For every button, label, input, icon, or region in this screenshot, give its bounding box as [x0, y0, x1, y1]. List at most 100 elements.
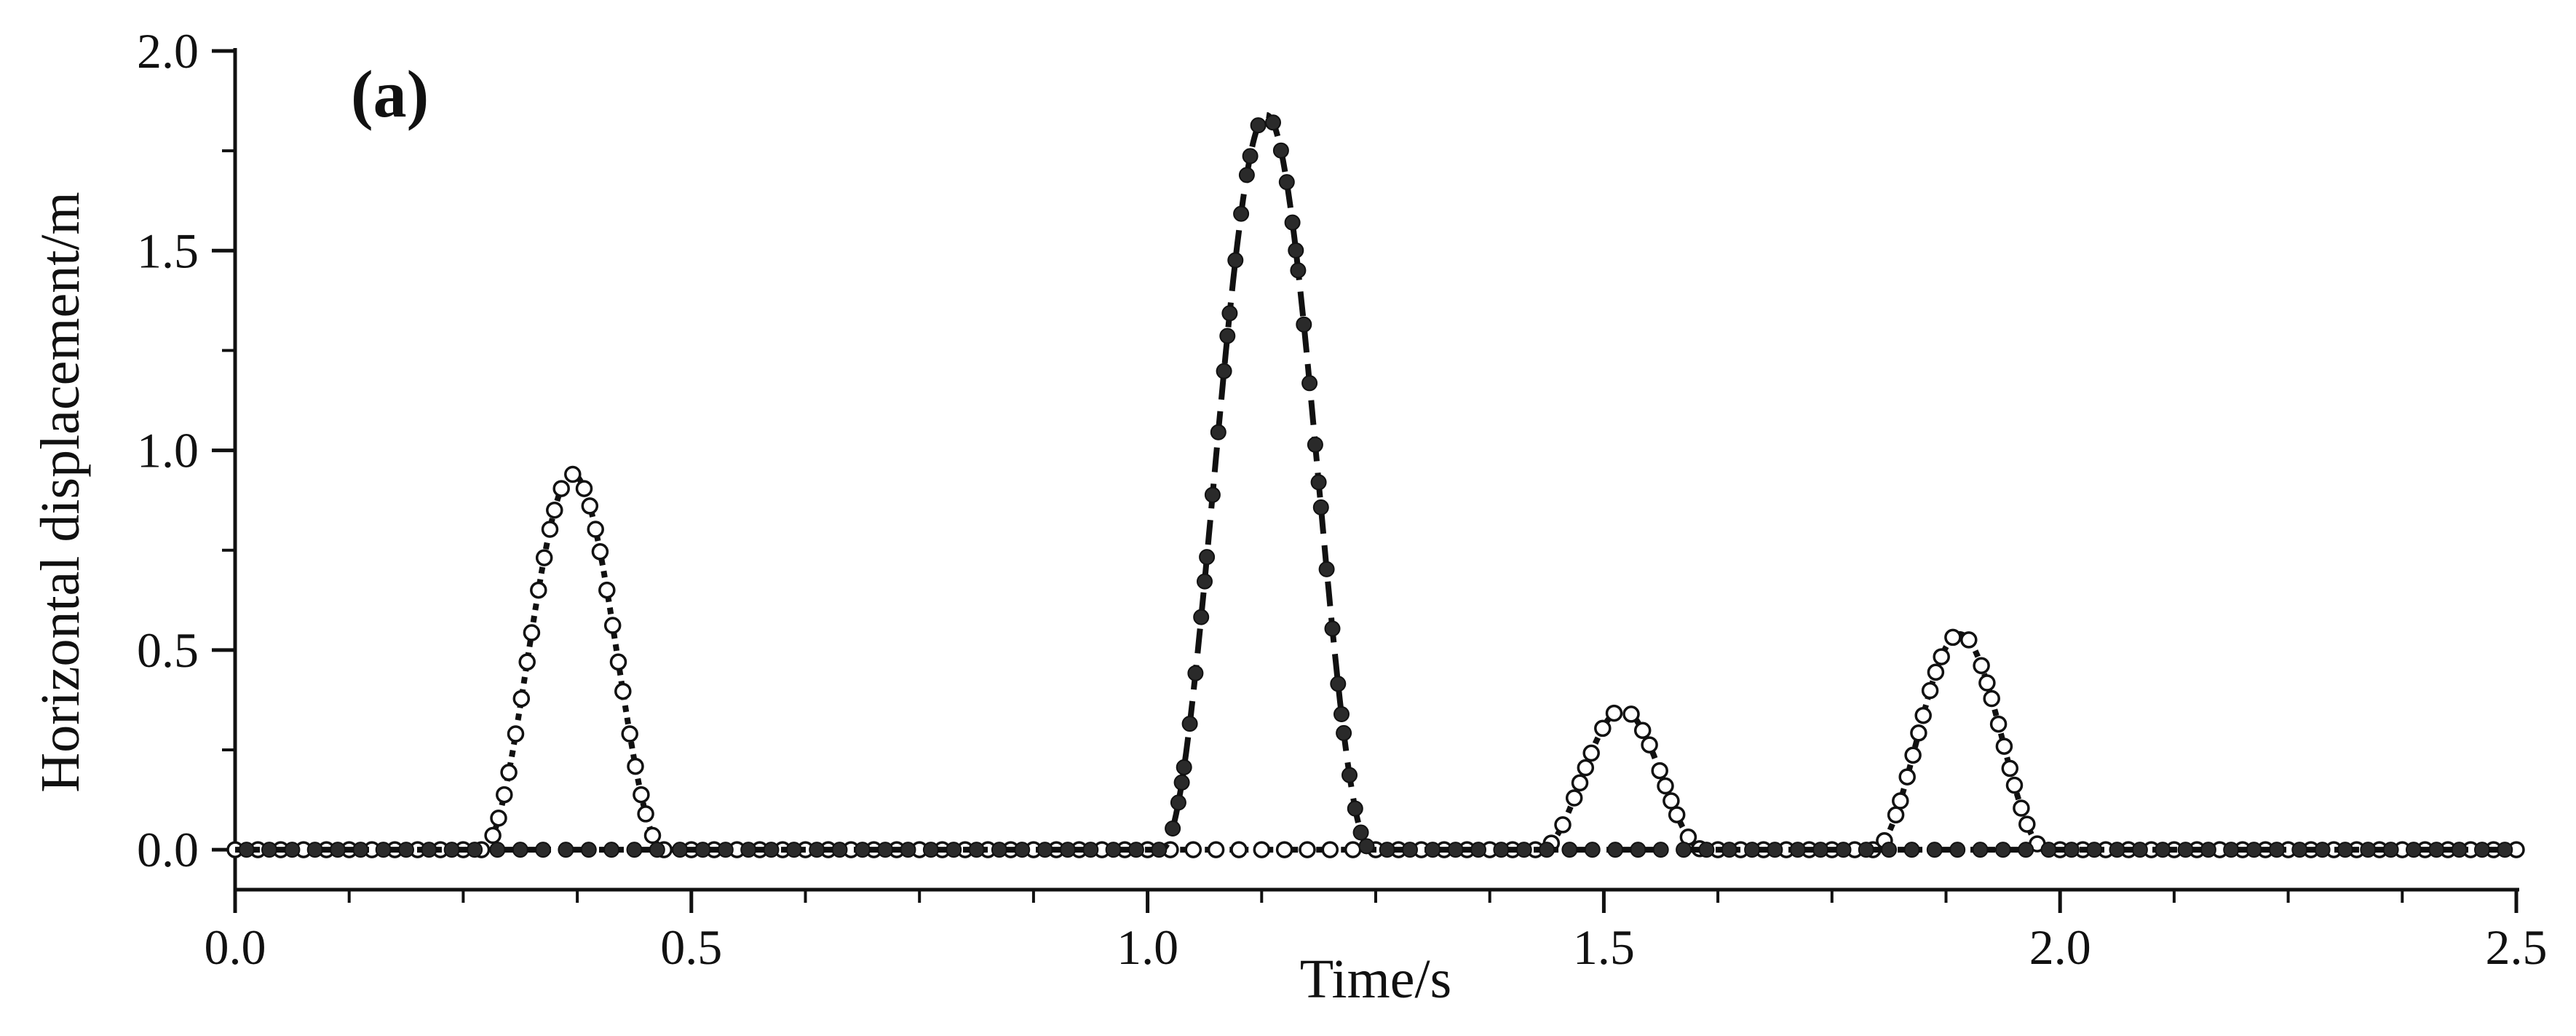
data-point [2268, 842, 2285, 858]
data-point [626, 842, 643, 858]
data-point [1059, 842, 1076, 858]
data-point [1944, 628, 1962, 646]
data-point [1949, 842, 1966, 858]
data-point [1272, 142, 1289, 159]
data-point [375, 842, 392, 858]
y-tick-label: 2.0 [137, 23, 199, 79]
data-point [1219, 328, 1236, 344]
data-point [637, 805, 654, 823]
data-point [1881, 842, 1898, 858]
data-point [284, 842, 301, 858]
data-point [2497, 842, 2513, 858]
data-point [541, 521, 559, 538]
series-open-circle [226, 465, 2525, 858]
data-point [1233, 205, 1250, 222]
data-point [1275, 841, 1293, 858]
data-point [1207, 841, 1225, 858]
data-point [1898, 768, 1916, 786]
data-point [1651, 762, 1668, 780]
data-point [621, 725, 638, 743]
data-point [564, 465, 582, 483]
data-point [1978, 674, 1996, 692]
data-point [1210, 424, 1226, 440]
data-point [1324, 620, 1341, 637]
data-point [1230, 841, 1248, 858]
data-point [512, 689, 531, 708]
data-point [523, 624, 541, 641]
series-filled-circle [235, 111, 2516, 858]
data-point [1184, 841, 1202, 858]
data-point [633, 786, 650, 804]
data-point [1424, 842, 1441, 858]
y-tick-label: 0.0 [137, 822, 199, 877]
data-point [1253, 841, 1271, 858]
data-point [1344, 841, 1362, 858]
data-point [649, 842, 665, 858]
data-point [1284, 214, 1301, 231]
data-point [946, 842, 962, 858]
data-point [1744, 842, 1761, 858]
data-point [2246, 842, 2262, 858]
data-point [2086, 842, 2103, 858]
data-point [672, 842, 689, 858]
data-point [306, 842, 323, 858]
data-point [1170, 794, 1186, 811]
y-tick-label: 1.0 [137, 423, 199, 478]
data-point [1187, 665, 1204, 681]
data-point [1960, 631, 1978, 649]
data-point [1165, 821, 1181, 837]
data-point [1668, 806, 1686, 823]
data-point [443, 842, 460, 858]
data-point [1333, 706, 1350, 722]
data-point [1903, 842, 1920, 858]
data-point [2013, 799, 2030, 817]
data-point [1347, 800, 1363, 817]
data-point [1561, 842, 1578, 858]
data-point [922, 842, 939, 858]
data-point [1571, 774, 1589, 792]
data-point [1973, 657, 1990, 675]
data-point [2040, 842, 2057, 858]
data-point [1379, 842, 1395, 858]
data-point [1565, 789, 1583, 807]
data-point [1835, 842, 1852, 858]
data-point [1657, 777, 1674, 795]
data-point [2314, 842, 2331, 858]
data-point [809, 842, 825, 858]
data-point [535, 549, 553, 566]
data-point [535, 842, 552, 858]
data-point [1633, 721, 1652, 740]
data-point [1554, 816, 1572, 834]
data-point [552, 480, 570, 497]
data-point [1994, 842, 2011, 858]
data-point [643, 826, 662, 845]
data-point [575, 480, 593, 497]
data-point [1288, 242, 1304, 258]
series-layer [226, 111, 2525, 858]
data-point [1105, 842, 1122, 858]
data-point [1227, 252, 1244, 269]
data-point [1470, 842, 1486, 858]
data-point [1914, 706, 1932, 724]
data-point [1330, 676, 1347, 692]
data-point [1318, 561, 1335, 577]
data-point [763, 842, 780, 858]
data-point [1515, 842, 1532, 858]
data-point [1676, 842, 1692, 858]
data-point [484, 826, 502, 845]
data-point [1402, 842, 1418, 858]
data-point [1812, 842, 1829, 858]
data-point [598, 581, 616, 599]
data-point [1037, 842, 1053, 858]
y-axis-label: Horizontal displacement/m [30, 191, 91, 792]
data-point [398, 842, 414, 858]
plot-area: 0.0 0.5 1.0 1.5 2.0 2.5 0.0 0.5 1.0 1.5 2.0 [137, 23, 2548, 975]
data-point [1584, 842, 1601, 858]
series-line [235, 111, 2516, 853]
data-point [489, 842, 506, 858]
data-point [2109, 842, 2125, 858]
x-tick-label: 2.0 [2029, 920, 2091, 975]
y-tick-label: 1.5 [137, 223, 199, 278]
data-point [2406, 842, 2422, 858]
data-point [580, 842, 597, 858]
